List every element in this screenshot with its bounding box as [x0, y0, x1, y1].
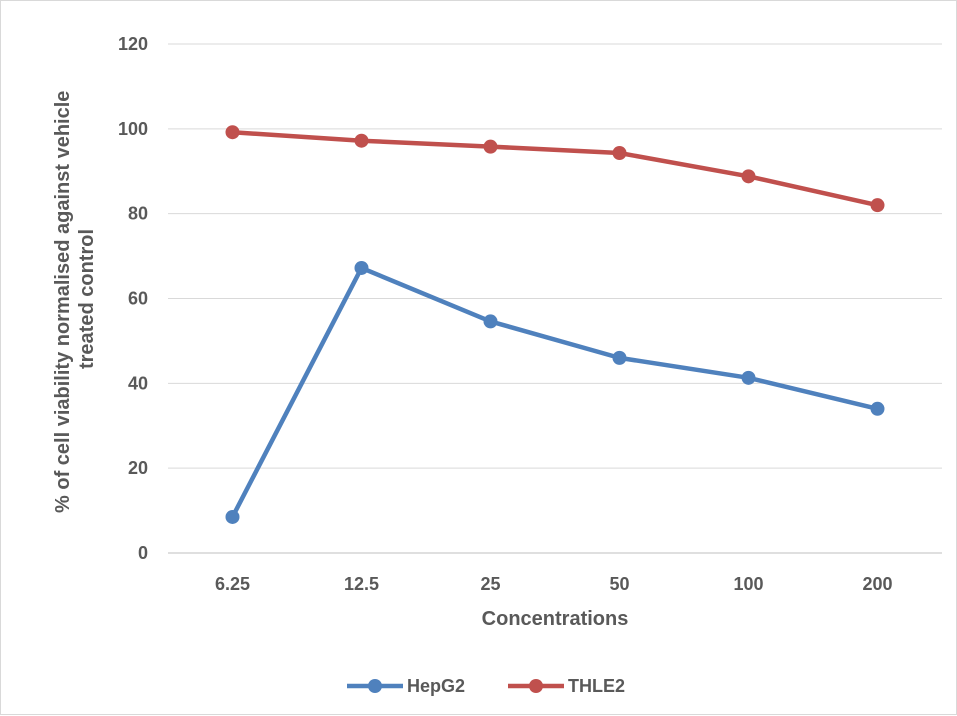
- series-layer: [225, 125, 885, 524]
- y-tick-label: 40: [128, 373, 148, 393]
- legend: HepG2 THLE2: [347, 676, 625, 696]
- data-point: [483, 314, 498, 329]
- series-line: [230, 129, 880, 208]
- legend-label: THLE2: [568, 676, 625, 696]
- x-tick-label: 25: [480, 574, 500, 594]
- data-point: [870, 198, 885, 213]
- gridlines: [168, 43, 942, 554]
- x-tick-label: 100: [733, 574, 763, 594]
- data-point: [483, 139, 498, 154]
- data-point: [225, 509, 240, 524]
- y-axis-title: % of cell viability normalised against v…: [52, 85, 98, 513]
- data-point: [741, 169, 756, 184]
- x-tick-label: 200: [862, 574, 892, 594]
- data-point: [741, 370, 756, 385]
- y-tick-label: 120: [118, 34, 148, 54]
- legend-marker: [368, 679, 382, 693]
- y-axis-title-line-1: % of cell viability normalised against v…: [52, 91, 74, 513]
- data-point: [354, 133, 369, 148]
- data-point: [225, 125, 240, 140]
- series-hepg2: [225, 260, 885, 524]
- data-point: [612, 350, 627, 365]
- y-axis-title-line-2: treated control: [76, 229, 98, 369]
- y-tick-label: 80: [128, 204, 148, 224]
- data-point: [870, 401, 885, 416]
- data-point: [354, 260, 369, 275]
- y-tick-label: 0: [138, 543, 148, 563]
- legend-item-thle2: THLE2: [508, 676, 625, 696]
- legend-marker: [529, 679, 543, 693]
- legend-item-hepg2: HepG2: [347, 676, 465, 696]
- series-line: [230, 265, 880, 520]
- x-tick-label: 50: [609, 574, 629, 594]
- x-tick-label: 12.5: [344, 574, 379, 594]
- y-tick-label: 100: [118, 119, 148, 139]
- legend-label: HepG2: [407, 676, 465, 696]
- data-point: [612, 146, 627, 161]
- y-axis-ticks: 0 20 40 60 80 100 120: [118, 34, 148, 563]
- y-tick-label: 60: [128, 289, 148, 309]
- x-axis-title: Concentrations: [482, 608, 629, 630]
- series-thle2: [225, 125, 885, 213]
- x-axis-ticks: 6.25 12.5 25 50 100 200: [215, 574, 893, 594]
- y-tick-label: 20: [128, 458, 148, 478]
- x-tick-label: 6.25: [215, 574, 250, 594]
